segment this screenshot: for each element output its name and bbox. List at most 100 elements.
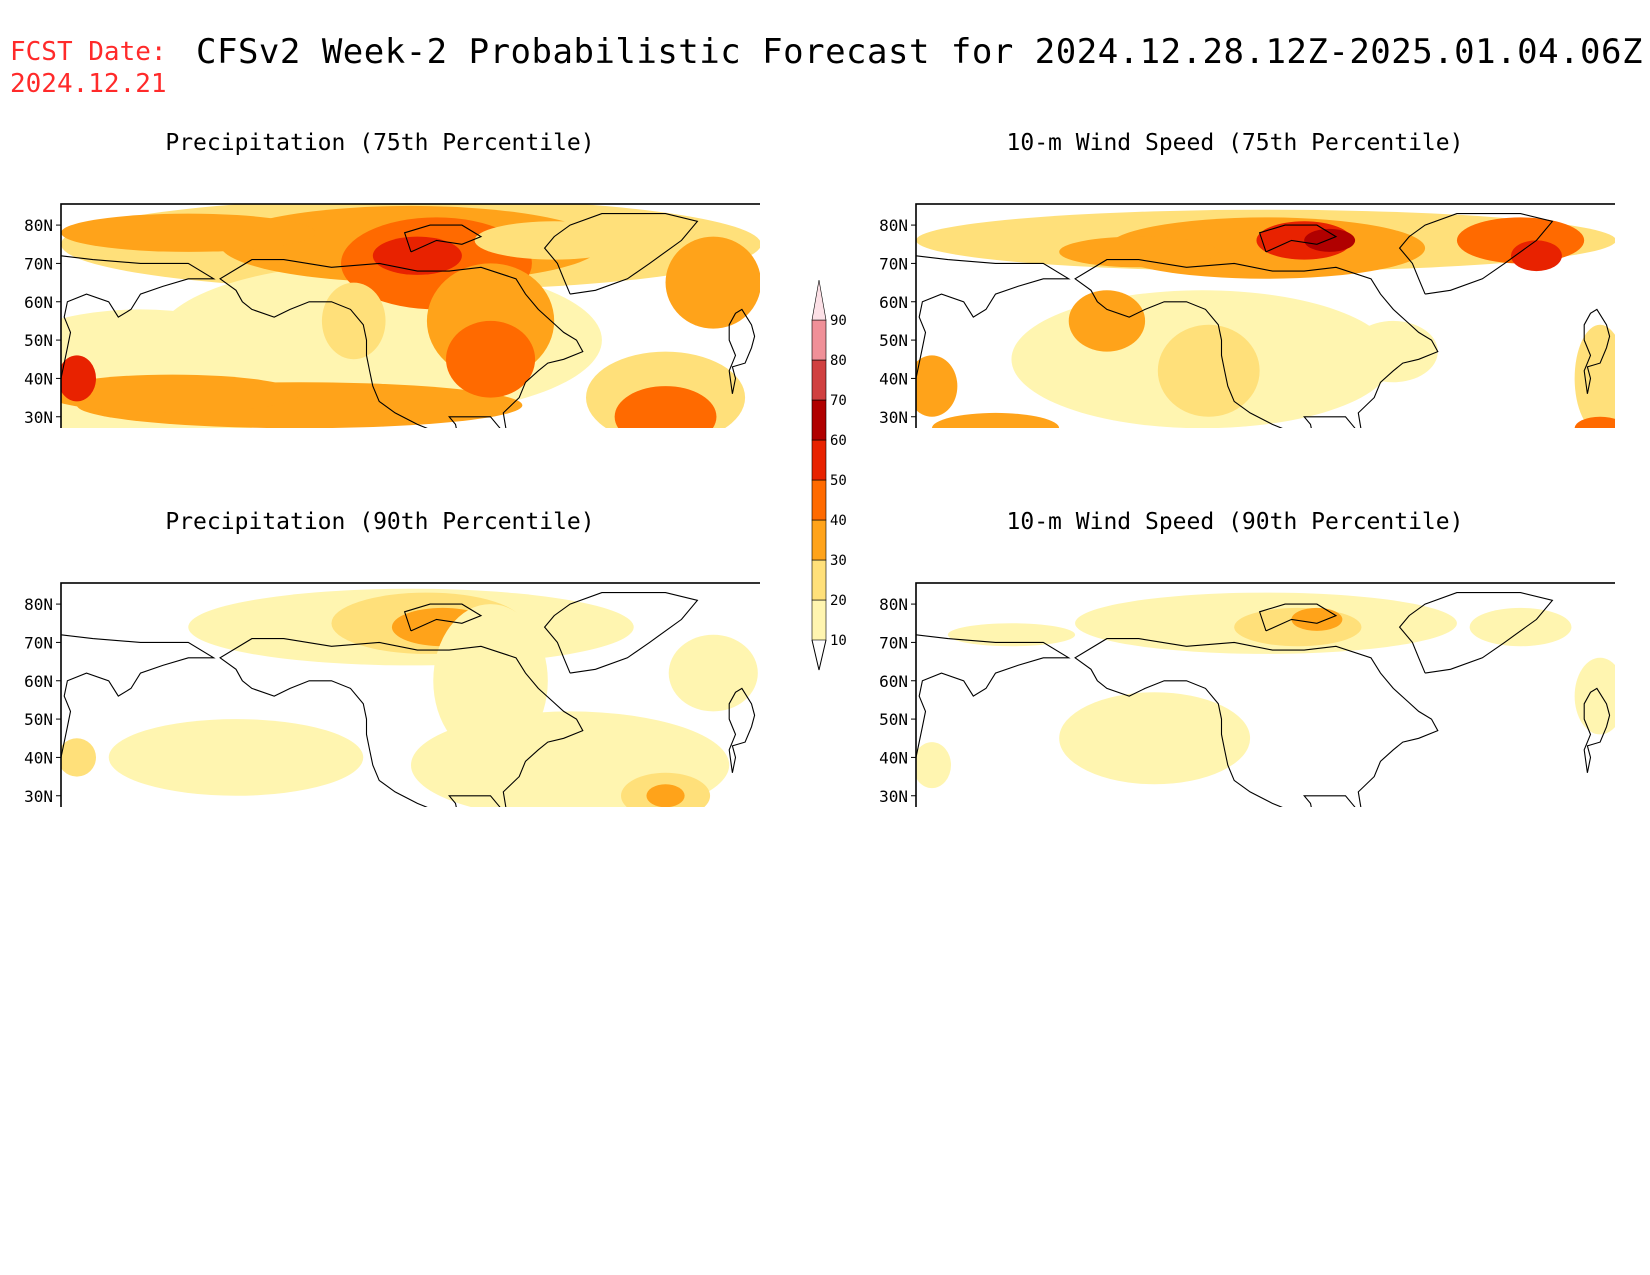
panel-title: Precipitation (75th Percentile) [165, 130, 595, 156]
colorbar-label: 80 [830, 353, 847, 369]
coastline [61, 255, 216, 379]
probability-contour [321, 282, 386, 360]
probability-contour [916, 355, 958, 417]
coastline [1398, 213, 1554, 295]
probability-field [916, 592, 1615, 807]
coastline [916, 634, 1071, 758]
panel-wind-75: 10-m Wind Speed (75th Percentile) 80N 70N… [855, 130, 1615, 470]
probability-contour [1469, 607, 1572, 647]
lat-tick-label: 30N [24, 787, 53, 806]
probability-contour [1291, 607, 1343, 631]
colorbar-label: 30 [830, 553, 847, 569]
map-frame [915, 203, 1615, 428]
colorbar-label: 40 [830, 513, 847, 529]
probability-contour [931, 412, 1060, 428]
probability-contour [646, 784, 685, 807]
lat-tick-label: 40N [879, 748, 908, 767]
probability-contour [372, 236, 462, 275]
panel-precip-90: Precipitation (90th Percentile) 80N 70N 60… [0, 509, 760, 849]
probability-contour [1574, 657, 1615, 735]
probability-contour [446, 320, 536, 398]
probability-contour [665, 236, 760, 329]
panel-title: Precipitation (90th Percentile) [165, 509, 595, 535]
coastline [1583, 687, 1611, 773]
coastline [403, 603, 483, 632]
lat-tick-label: 80N [24, 595, 53, 614]
probability-contour [1574, 416, 1615, 428]
colorbar-swatch [811, 319, 827, 361]
forecast-date-block: FCST Date: 2024.12.21 [10, 36, 167, 100]
probability-field [916, 209, 1615, 428]
colorbar-swatch [811, 599, 827, 641]
probability-contour [1304, 228, 1356, 252]
lat-tick-label: 80N [879, 216, 908, 235]
map-plot: 80N70N60N50N40N30N140E160E180160W140W120… [24, 203, 760, 428]
colorbar-top-triangle [811, 279, 827, 321]
colorbar-label: 20 [830, 593, 847, 609]
lat-tick-label: 40N [24, 369, 53, 388]
probability-contour [916, 742, 951, 789]
map-plot: 80N70N60N50N40N30N140E160E180160W140W120… [879, 582, 1615, 807]
lat-tick-label: 50N [879, 331, 908, 350]
colorbar-swatch [811, 399, 827, 441]
panel-title: 10-m Wind Speed (75th Percentile) [1006, 130, 1464, 156]
coastline [1074, 638, 1439, 807]
colorbar-label: 10 [830, 633, 847, 649]
probability-contour [614, 386, 717, 428]
lat-tick-label: 70N [879, 633, 908, 652]
coastline [1583, 308, 1611, 394]
coastline [219, 638, 584, 807]
colorbar-label: 90 [830, 313, 847, 329]
lat-tick-label: 60N [24, 672, 53, 691]
colorbar-swatch [811, 359, 827, 401]
probability-contour [1511, 240, 1562, 272]
forecast-date-label: FCST Date: [10, 37, 167, 67]
lat-tick-label: 50N [24, 331, 53, 350]
lat-tick-label: 40N [24, 748, 53, 767]
colorbar-swatch [811, 439, 827, 481]
coastline [61, 634, 216, 758]
probability-contour [668, 634, 758, 712]
colorbar: 10 20 30 40 50 60 70 80 90 [811, 279, 847, 671]
panel-title: 10-m Wind Speed (90th Percentile) [1006, 509, 1464, 535]
lat-tick-label: 80N [879, 595, 908, 614]
colorbar-swatch [811, 519, 827, 561]
lat-tick-label: 50N [24, 710, 53, 729]
panel-wind-90: 10-m Wind Speed (90th Percentile) 80N 70N… [855, 509, 1615, 849]
lat-tick-label: 40N [879, 369, 908, 388]
probability-contour [61, 355, 96, 402]
forecast-date-value: 2024.12.21 [10, 69, 167, 99]
coastline [219, 259, 584, 428]
panel-precip-75: Precipitation (75th Percentile) 80N 70N 60… [0, 130, 760, 470]
coastline [1258, 224, 1338, 253]
probability-contour [108, 719, 364, 796]
lat-tick-label: 60N [879, 293, 908, 312]
probability-contour [474, 221, 634, 260]
coastline [1398, 592, 1554, 674]
probability-contour [61, 213, 316, 252]
probability-contour [1348, 320, 1438, 383]
map-frame [60, 203, 760, 428]
lat-tick-label: 70N [879, 254, 908, 273]
lat-tick-label: 60N [24, 293, 53, 312]
lat-tick-label: 80N [24, 216, 53, 235]
colorbar-label: 70 [830, 393, 847, 409]
probability-field [61, 588, 758, 807]
coastline [543, 213, 699, 295]
colorbar-label: 50 [830, 473, 847, 489]
colorbar-label: 60 [830, 433, 847, 449]
lat-tick-label: 70N [24, 633, 53, 652]
probability-contour [947, 623, 1076, 647]
coastline [543, 592, 699, 674]
coastline [916, 255, 1071, 379]
map-frame [915, 582, 1615, 807]
coastline [728, 687, 756, 773]
probability-contour [1059, 692, 1251, 785]
probability-contour [1059, 236, 1219, 268]
lat-tick-label: 70N [24, 254, 53, 273]
probability-contour [1157, 324, 1260, 417]
colorbar-bottom-tail [811, 639, 827, 671]
probability-contour [61, 374, 300, 413]
lat-tick-label: 60N [879, 672, 908, 691]
coastline [728, 308, 756, 394]
